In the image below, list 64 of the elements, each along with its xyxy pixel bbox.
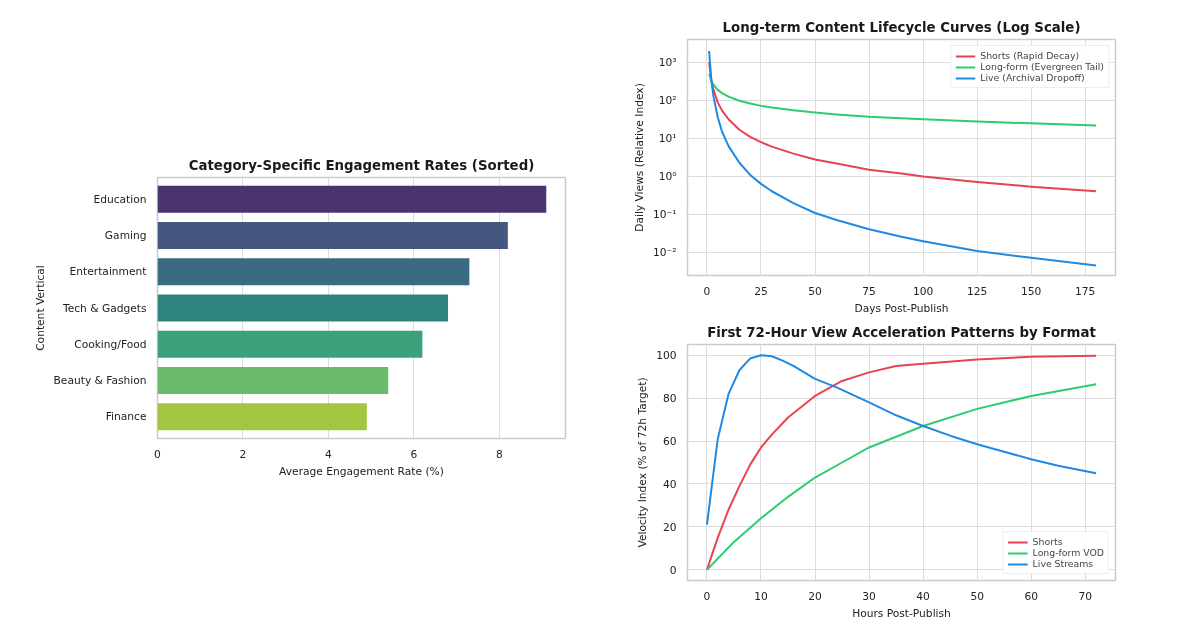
y-tick-label: 40: [662, 477, 677, 491]
x-tick-label: 100: [912, 284, 934, 298]
y-tick-label: 10⁻¹: [653, 208, 677, 222]
y-tick-label: 100: [656, 349, 677, 363]
x-tick-label: 4: [325, 447, 332, 461]
y-tick-label: Tech & Gadgets: [61, 301, 147, 315]
x-tick-label: 0: [703, 284, 711, 298]
bar: [157, 258, 470, 286]
y-tick-label: Cooking/Food: [74, 337, 147, 351]
x-axis-title: Days Post-Publish: [854, 301, 949, 315]
y-tick-label: Gaming: [104, 229, 147, 242]
x-tick-label: 20: [808, 589, 823, 603]
x-axis-title: Average Engagement Rate (%): [279, 464, 444, 478]
legend-label: Long-form (Evergreen Tail): [980, 61, 1104, 72]
legend-label: Long-form VOD: [1032, 547, 1104, 558]
y-tick-label: Finance: [105, 410, 147, 424]
y-axis-title: Daily Views (Relative Index): [633, 83, 647, 232]
y-tick-label: 20: [662, 520, 677, 534]
x-tick-label: 30: [862, 589, 877, 603]
x-tick-label: 6: [410, 447, 418, 461]
x-tick-label: 125: [966, 284, 988, 298]
bar: [157, 221, 508, 250]
chart-title: Long-term Content Lifecycle Curves (Log Scale): [722, 19, 1081, 35]
x-tick-label: 2: [239, 447, 247, 461]
y-tick-label: 10³: [658, 55, 677, 69]
y-axis-title: Velocity Index (% of 72h Target): [636, 377, 650, 548]
chart-title: First 72-Hour View Acceleration Patterns by Format: [707, 324, 1097, 340]
x-tick-label: 0: [154, 447, 162, 461]
legend-label: Live (Archival Dropoff): [980, 72, 1085, 83]
bar: [157, 403, 367, 431]
y-tick-label: 60: [662, 435, 677, 449]
y-tick-label: 10⁰: [658, 170, 677, 184]
chart-title: Category-Specific Engagement Rates (Sorted): [188, 157, 535, 173]
y-tick-label: 10²: [658, 93, 677, 107]
x-tick-label: 50: [970, 589, 985, 603]
x-tick-label: 0: [703, 589, 711, 603]
y-tick-label: 10⁻²: [653, 246, 677, 260]
bar: [157, 330, 423, 358]
x-axis-title: Hours Post-Publish: [852, 606, 951, 620]
x-tick-label: 40: [916, 589, 931, 603]
x-tick-label: 50: [808, 284, 823, 298]
x-tick-label: 175: [1075, 284, 1096, 298]
legend-label: Live Streams: [1032, 558, 1094, 569]
y-tick-label: 10¹: [658, 131, 677, 145]
x-tick-label: 70: [1078, 589, 1093, 603]
x-tick-label: 10: [754, 589, 768, 603]
legend-label: Shorts: [1032, 536, 1063, 547]
x-tick-label: 75: [862, 284, 876, 298]
y-tick-label: Entertainment: [69, 265, 147, 279]
bar: [157, 294, 449, 322]
x-tick-label: 8: [495, 447, 503, 461]
x-tick-label: 150: [1021, 284, 1042, 298]
line-series: [708, 72, 1098, 127]
bar: [157, 185, 547, 213]
y-tick-label: Beauty & Fashion: [53, 374, 147, 387]
bar: [157, 366, 389, 395]
y-axis-title: Content Vertical: [33, 265, 47, 351]
x-tick-label: 25: [754, 284, 768, 298]
y-tick-label: 0: [669, 563, 677, 577]
line-series: [705, 354, 1098, 526]
legend-label: Shorts (Rapid Decay): [980, 50, 1080, 61]
y-tick-label: Education: [93, 192, 147, 206]
y-tick-label: 80: [662, 392, 677, 406]
x-tick-label: 60: [1024, 589, 1039, 603]
